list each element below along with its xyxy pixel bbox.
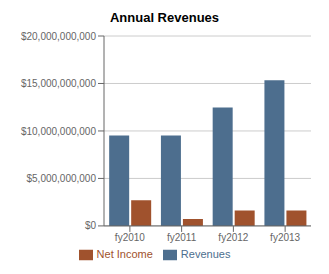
- svg-text:fy2013: fy2013: [270, 232, 300, 243]
- html-text:Revenues: Revenues: [180, 247, 231, 260]
- svg-text:fy2010: fy2010: [115, 232, 145, 243]
- svg-text:$15,000,000,000: $15,000,000,000: [21, 78, 97, 89]
- svg-text:fy2012: fy2012: [218, 232, 248, 243]
- svg-text:$10,000,000,000: $10,000,000,000: [21, 126, 97, 137]
- svg-text:$0: $0: [85, 220, 97, 231]
- svg-text:fy2011: fy2011: [167, 232, 197, 243]
- svg-text:$5,000,000,000: $5,000,000,000: [26, 173, 96, 184]
- html-text:Annual Revenues: Annual Revenues: [110, 10, 219, 25]
- html-text:Net Income: Net Income: [96, 247, 153, 260]
- svg-text:$20,000,000,000: $20,000,000,000: [21, 31, 97, 42]
